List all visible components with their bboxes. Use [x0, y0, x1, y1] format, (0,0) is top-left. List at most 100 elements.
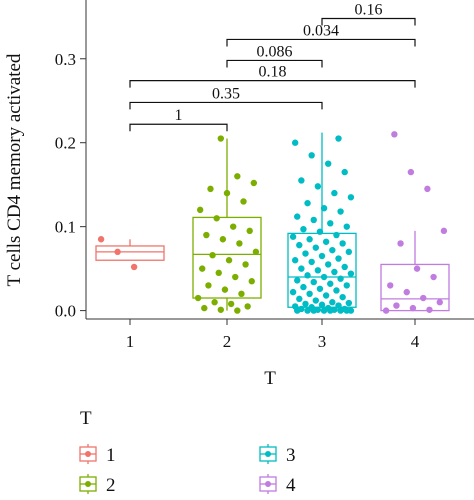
y-tick-label: 0.3	[55, 50, 76, 69]
data-point	[291, 257, 299, 264]
data-point	[335, 255, 342, 262]
data-point	[345, 248, 353, 256]
data-point	[337, 275, 344, 282]
data-point	[294, 277, 301, 284]
data-point	[234, 307, 241, 314]
data-point	[252, 248, 260, 256]
data-point	[409, 304, 417, 312]
data-point	[205, 282, 212, 289]
legend-dot	[265, 451, 271, 457]
data-point	[304, 272, 311, 279]
x-tick-label: 1	[126, 332, 135, 351]
data-point	[339, 293, 346, 301]
data-point	[304, 199, 311, 207]
data-point	[310, 216, 317, 224]
data-point	[296, 295, 303, 303]
data-point	[97, 236, 105, 243]
data-point	[310, 307, 317, 314]
data-point	[426, 306, 433, 313]
data-point	[391, 131, 398, 138]
y-tick-label: 0.0	[55, 302, 76, 321]
data-point	[397, 240, 404, 247]
data-point	[322, 238, 330, 245]
box	[95, 245, 165, 261]
data-point	[343, 307, 350, 314]
legend-title: T	[80, 408, 92, 429]
data-point	[229, 223, 237, 230]
p-value-label: 0.16	[355, 1, 383, 18]
comparison-bracket: 0.16	[321, 1, 416, 26]
data-point	[339, 240, 346, 247]
data-point	[203, 231, 210, 239]
x-axis-ticks: 1 2 3 4	[126, 319, 420, 351]
data-point	[304, 307, 311, 314]
legend-label: 4	[286, 475, 296, 496]
data-point	[335, 135, 342, 142]
data-point	[335, 302, 342, 309]
data-point	[318, 301, 326, 308]
box	[380, 263, 450, 312]
data-point	[316, 285, 324, 292]
data-point	[345, 299, 353, 307]
comparison-bracket: 1	[129, 107, 228, 132]
box	[192, 216, 262, 299]
data-point	[215, 269, 222, 277]
data-point	[337, 307, 344, 314]
legend-dot	[85, 451, 91, 457]
box-group-4	[380, 131, 450, 314]
p-value-label: 0.35	[212, 85, 240, 102]
data-point	[430, 273, 437, 281]
data-point	[343, 223, 350, 230]
data-point	[312, 297, 320, 304]
p-value-label: 1	[175, 107, 183, 124]
data-point	[308, 258, 315, 266]
data-point	[320, 204, 328, 212]
data-point	[331, 268, 338, 276]
data-point	[320, 307, 328, 314]
data-point	[298, 265, 305, 272]
data-point	[322, 292, 330, 299]
comparison-bracket: 0.034	[226, 22, 416, 47]
data-point	[240, 198, 247, 205]
comparison-bracket: 0.35	[129, 85, 323, 110]
data-point	[296, 241, 303, 249]
data-point	[314, 267, 322, 274]
data-point	[387, 282, 394, 289]
legend-dot	[265, 481, 271, 487]
data-point	[341, 263, 348, 271]
data-point	[250, 179, 258, 187]
data-point	[324, 160, 332, 167]
data-point	[217, 306, 225, 313]
data-point	[327, 307, 334, 314]
bracket-line	[226, 59, 323, 68]
bracket-line	[321, 17, 416, 26]
data-point	[217, 135, 225, 142]
y-tick-label: 0.2	[55, 134, 76, 153]
y-axis-label: T cells CD4 memory activated	[4, 53, 25, 286]
legend-label: 1	[106, 445, 116, 466]
data-point	[207, 185, 214, 193]
legend: T 1 2 3 4	[79, 408, 296, 496]
data-point	[424, 185, 431, 193]
x-tick-label: 4	[411, 332, 420, 351]
plot-area: 1 0.35 0.18 0.086 0.034 0.16	[95, 1, 450, 314]
legend-item-2: 2	[79, 474, 116, 496]
data-point	[211, 299, 218, 306]
data-point	[238, 290, 245, 298]
bracket-line	[129, 101, 323, 110]
data-point	[221, 286, 229, 293]
data-point	[436, 299, 443, 306]
x-tick-label: 3	[318, 332, 327, 351]
data-point	[300, 225, 307, 233]
data-point	[196, 206, 204, 214]
data-point	[310, 278, 317, 286]
data-point	[244, 303, 251, 310]
data-point	[289, 288, 297, 296]
data-point	[199, 265, 206, 272]
box-group-1	[95, 236, 165, 271]
y-tick-label: 0.1	[55, 218, 76, 237]
data-point	[236, 240, 243, 247]
data-point	[289, 233, 297, 240]
legend-item-4: 4	[259, 474, 296, 496]
